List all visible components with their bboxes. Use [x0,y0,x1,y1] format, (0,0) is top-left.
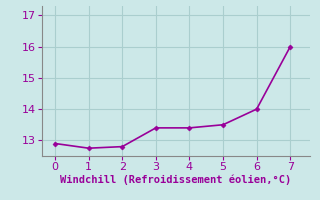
X-axis label: Windchill (Refroidissement éolien,°C): Windchill (Refroidissement éolien,°C) [60,174,292,185]
